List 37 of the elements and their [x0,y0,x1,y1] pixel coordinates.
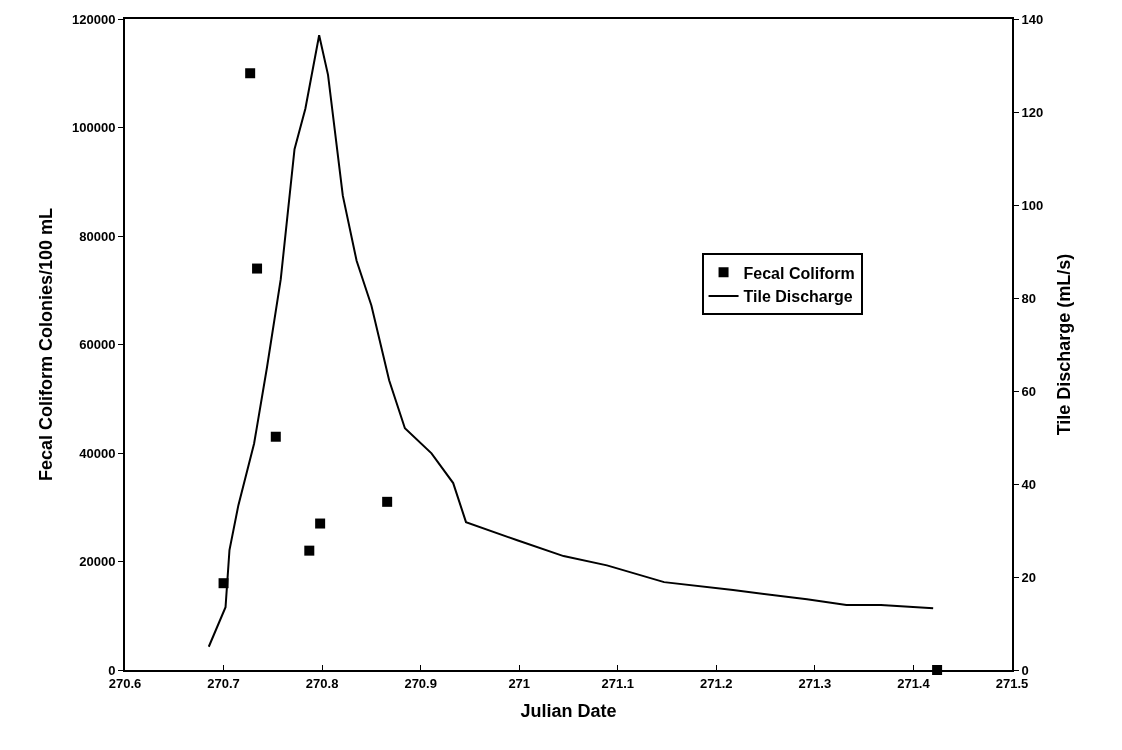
legend-label: Fecal Coliform [743,264,855,282]
point [304,545,315,556]
x-tick-label: 271.2 [700,675,733,691]
y2-tick-label: 0 [1021,662,1029,678]
point [315,518,326,529]
y-tick-label: 0 [108,662,116,678]
y-tick-label: 20000 [79,554,116,570]
x-tick-label: 271.1 [601,675,635,691]
x-tick-label: 271.4 [897,675,931,691]
y-tick-label: 100000 [72,120,116,136]
x-tick-label: 270.8 [305,675,339,691]
y2-tick-label: 100 [1021,197,1044,213]
y2-axis-title: Tile Discharge (mL/s) [1053,253,1074,436]
x-tick-label: 271.3 [798,675,832,691]
y2-tick-label: 80 [1021,290,1037,306]
y2-tick-label: 60 [1021,383,1037,399]
line-series [207,34,935,648]
y-tick-label: 120000 [72,11,116,27]
x-tick-label: 271.5 [995,675,1029,691]
point [270,431,281,442]
x-tick-label: 270.6 [108,675,142,691]
point [245,68,256,79]
y2-tick-label: 140 [1021,11,1044,27]
x-tick-label: 270.9 [404,675,437,691]
y2-tick-label: 40 [1021,476,1037,492]
x-axis-title: Julian Date [520,701,617,722]
point [252,263,263,274]
y2-tick-label: 120 [1021,104,1044,120]
x-tick-label: 271 [508,675,531,691]
y2-tick-label: 20 [1021,569,1037,585]
point [382,496,393,507]
y-tick-label: 60000 [79,337,116,353]
y-tick-label: 80000 [79,228,116,244]
legend-label: Tile Discharge [743,288,853,306]
x-tick-label: 270.7 [207,675,240,691]
y-tick-label: 40000 [79,445,116,461]
y-axis-title: Fecal Coliform Colonies/100 mL [35,207,56,482]
